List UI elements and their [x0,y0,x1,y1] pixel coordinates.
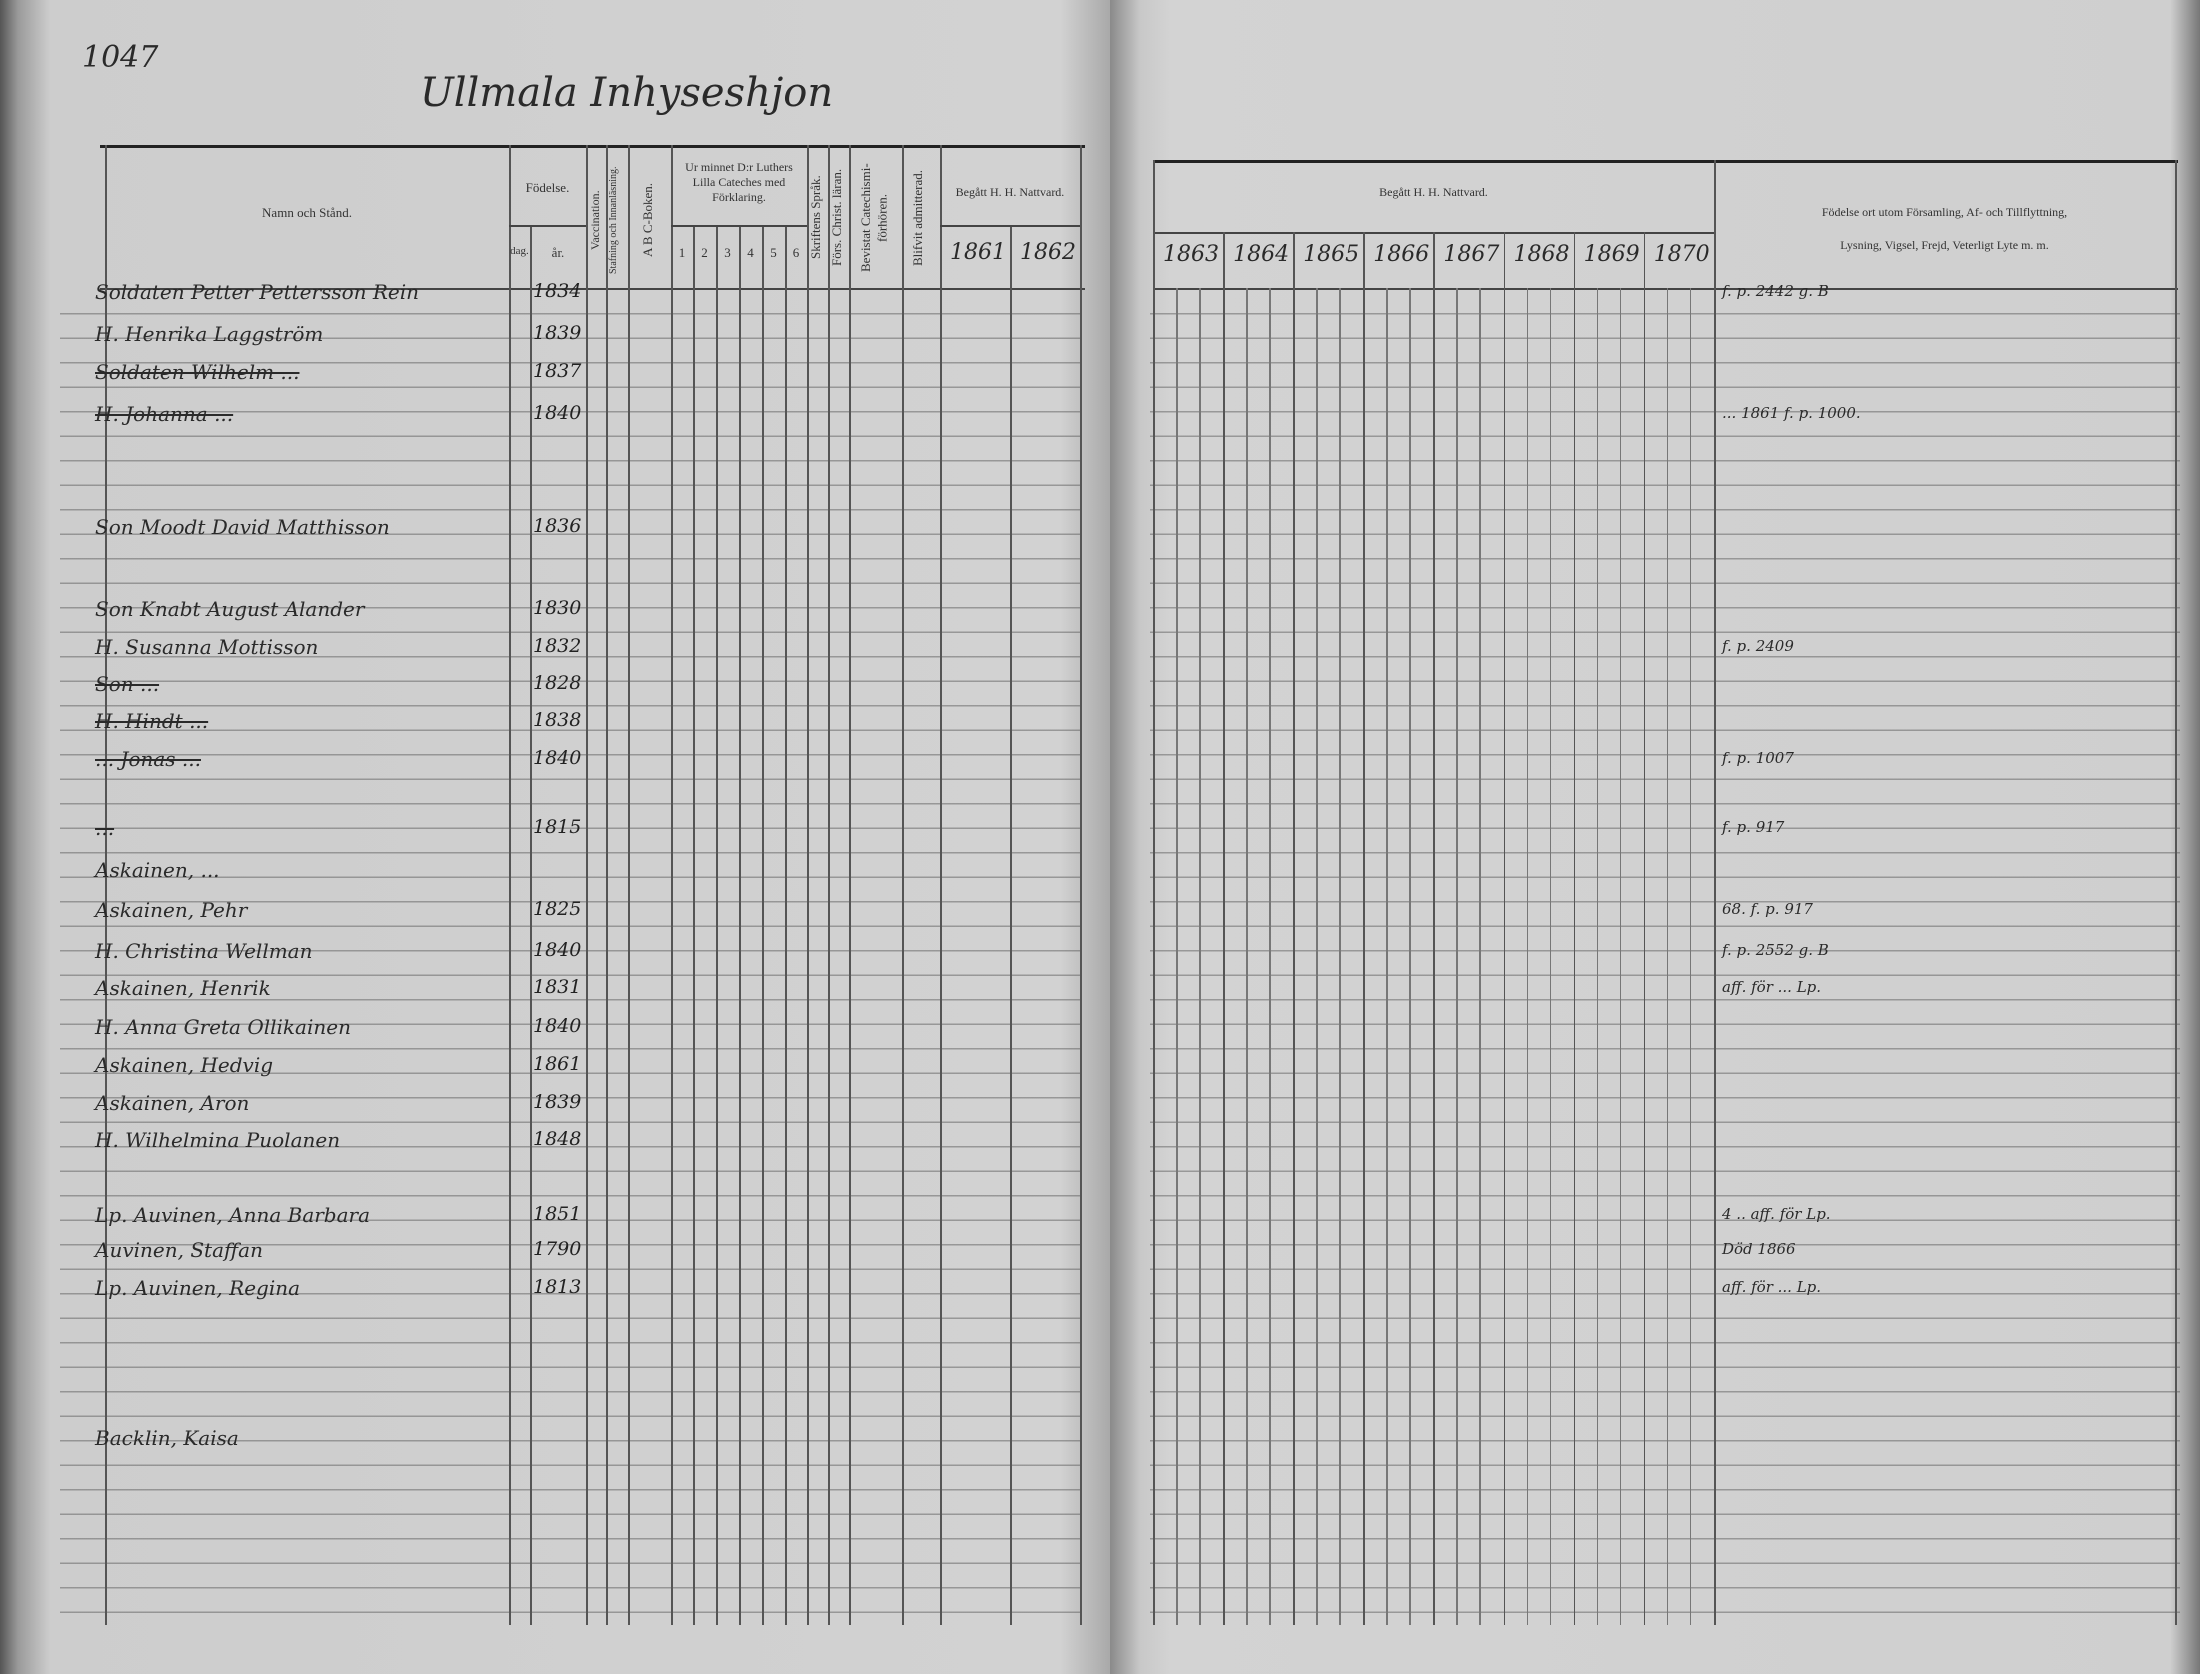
right-page: 1863 1864 1865 1866 1867 1868 1869 1870 Begått … [1110,0,2200,1674]
entry-name: H. Hindt ... [95,709,209,733]
year-1870: 1870 [1653,242,1710,267]
header-admitted: Blifvit admitterad. [910,169,925,266]
page-number: 1047 [82,40,159,75]
note-entry: f. p. 2409 [1722,637,1794,655]
note-entry: 4 .. aff. för Lp. [1722,1205,1831,1223]
entry-name: Soldaten Wilhelm ... [95,360,300,384]
header-communion-right: Begått H. H. Nattvard. [1379,185,1488,199]
entry-name: Askainen, ... [95,858,220,882]
entry-birth-year: 1839 [533,322,582,344]
page-title: Ullmala Inhyseshjon [420,70,834,116]
entry-name: Backlin, Kaisa [95,1426,239,1450]
note-entry: Död 1866 [1722,1240,1796,1258]
entry-name: H. Anna Greta Ollikainen [95,1015,351,1039]
catechism-col-4: 4 [747,245,754,260]
entry-birth-year: 1838 [533,709,582,731]
catechism-col-3: 3 [724,245,731,260]
entry-name: Son Knabt August Alander [95,597,365,621]
header-scripture: Skriftens Språk. [808,175,823,260]
year-1866: 1866 [1373,242,1430,267]
entry-name: ... [95,816,115,840]
header-spelling: Stafning och Innanläsning. [608,166,619,274]
header-name: Namn och Stånd. [262,205,352,220]
note-entry: ... 1861 f. p. 1000. [1722,404,1861,422]
entry-name: Askainen, Aron [95,1091,250,1115]
ruled-lines [60,290,1080,1620]
header-notes-line2: Lysning, Vigsel, Frejd, Veterligt Lyte m… [1840,238,2049,252]
entry-birth-year: 1790 [533,1238,582,1260]
entry-name: H. Henrika Laggström [95,322,324,346]
note-entry: f. p. 1007 [1722,749,1794,767]
note-entry: f. p. 2552 g. B [1722,941,1829,959]
header-catechism: Ur minnet D:r Luthers Lilla Cateches med… [685,160,793,204]
header-abc: A B C-Boken. [640,182,655,258]
left-page: 1047 Ullmala Inhyseshjon Namn och Stånd.… [0,0,1110,1674]
entry-birth-year: 1837 [533,360,582,382]
catechism-col-1: 1 [678,245,686,260]
ruled-lines [1150,290,2180,1620]
entry-birth-year: 1832 [533,635,582,657]
header-christian: Förs. Christ. läran. [829,168,844,267]
year-1861: 1861 [950,240,1006,265]
entry-birth-year: 1839 [533,1091,582,1113]
catechism-col-2: 2 [701,245,708,260]
entry-birth-year: 1861 [533,1053,582,1075]
entry-birth-year: 1840 [533,747,582,769]
entry-name: ... Jonas ... [95,747,201,771]
header-attended: Bevistat Catechismi-förhören. [858,163,890,272]
header-vaccination: Vaccination. [588,190,602,250]
entry-name: Askainen, Henrik [95,976,271,1000]
entry-birth-year: 1830 [533,597,582,619]
header-birth: Födelse. [525,180,570,195]
entry-name: Auvinen, Staffan [95,1238,263,1262]
entry-birth-year: 1834 [533,280,582,302]
year-1867: 1867 [1443,242,1500,267]
note-entry: f. p. 917 [1722,818,1785,836]
header-bottom-rule [100,288,1085,290]
entry-birth-year: 1836 [533,515,582,537]
entry-name: H. Johanna ... [95,402,234,426]
entry-birth-year: 1815 [533,816,582,838]
header-top-rule [100,145,1085,148]
entry-birth-year: 1825 [533,898,582,920]
year-1862: 1862 [1020,240,1076,265]
entry-name: H. Christina Wellman [95,939,313,963]
entry-birth-year: 1813 [533,1276,582,1298]
header-notes-line1: Födelse ort utom Församling, Af- och Til… [1821,205,2068,219]
year-1865: 1865 [1303,242,1360,267]
entry-name: Askainen, Pehr [95,898,248,922]
entry-birth-year: 1840 [533,1015,582,1037]
header-birth-year: år. [551,245,565,260]
entry-birth-year: 1848 [533,1128,582,1150]
year-1864: 1864 [1233,242,1290,267]
header-birth-day: dag. [510,245,529,257]
catechism-col-5: 5 [770,245,777,260]
note-entry: aff. för ... Lp. [1722,978,1822,996]
entry-name: H. Susanna Mottisson [95,635,319,659]
note-entry: 68. f. p. 917 [1722,900,1813,918]
entry-birth-year: 1840 [533,939,582,961]
year-1863: 1863 [1163,242,1219,267]
entry-birth-year: 1828 [533,672,582,694]
year-1868: 1868 [1513,242,1570,267]
entry-name: Lp. Auvinen, Regina [95,1276,301,1300]
entry-name: Askainen, Hedvig [95,1053,274,1077]
entry-name: Soldaten Petter Pettersson Rein [95,280,420,304]
entry-name: Son Moodt David Matthisson [95,515,390,539]
entry-birth-year: 1831 [533,976,582,998]
header-communion: Begått H. H. Nattvard. [955,185,1065,199]
note-entry: f. p. 2442 g. B [1722,282,1829,300]
entry-birth-year: 1840 [533,402,582,424]
entry-name: Lp. Auvinen, Anna Barbara [95,1203,371,1227]
entry-name: Son ... [95,672,160,696]
entry-birth-year: 1851 [533,1203,582,1225]
entry-name: H. Wilhelmina Puolanen [95,1128,341,1152]
note-entry: aff. för ... Lp. [1722,1278,1822,1296]
year-1869: 1869 [1583,242,1640,267]
catechism-col-6: 6 [792,245,800,260]
